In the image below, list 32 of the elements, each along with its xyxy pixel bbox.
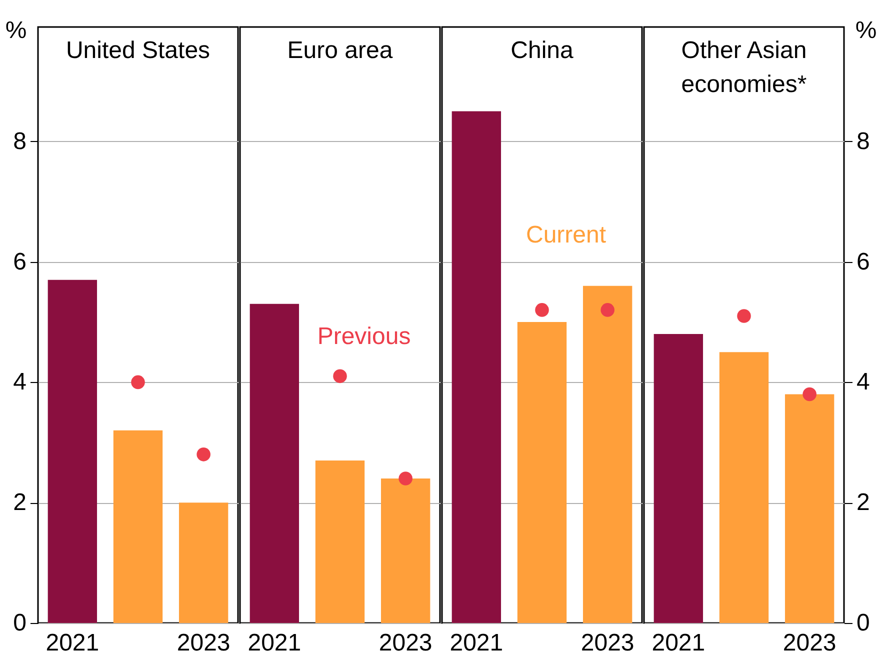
x-tick-label: 2021 bbox=[652, 630, 706, 656]
series-label: Current bbox=[526, 222, 606, 249]
y-tick-label: 0 bbox=[13, 610, 26, 636]
series-label: Previous bbox=[317, 322, 411, 350]
x-tick-label: 2023 bbox=[580, 630, 634, 656]
x-tick-label: 2023 bbox=[782, 630, 836, 656]
y-tick-label: 0 bbox=[856, 610, 870, 636]
bar bbox=[178, 502, 228, 623]
chart-title: Euro area bbox=[287, 37, 394, 64]
x-tick-label: 2023 bbox=[378, 630, 432, 656]
y-tick-label: 2 bbox=[856, 489, 870, 516]
y-tick-label: 4 bbox=[856, 368, 870, 396]
y-tick-label: 2 bbox=[13, 489, 26, 516]
x-tick-label: 2021 bbox=[46, 630, 100, 656]
y-tick-label: 6 bbox=[13, 248, 26, 276]
bar bbox=[719, 352, 769, 623]
bar bbox=[113, 430, 163, 623]
bar bbox=[784, 394, 834, 623]
x-tick-label: 2021 bbox=[248, 630, 302, 656]
x-tick-label: 2023 bbox=[176, 630, 230, 656]
chart-title: United States bbox=[66, 37, 210, 64]
y-tick-label: 6 bbox=[856, 248, 870, 276]
chart-title: China bbox=[510, 37, 574, 64]
y-axis-title: % bbox=[5, 17, 27, 44]
y-tick-label: 4 bbox=[13, 368, 26, 396]
y-axis-title: % bbox=[855, 17, 877, 44]
text: Other Asian economies* bbox=[681, 37, 807, 98]
bar bbox=[48, 280, 98, 623]
y-tick-label: 8 bbox=[856, 128, 870, 155]
x-tick-label: 2021 bbox=[450, 630, 504, 656]
y-tick-label: 8 bbox=[13, 128, 26, 155]
bar bbox=[654, 334, 704, 623]
